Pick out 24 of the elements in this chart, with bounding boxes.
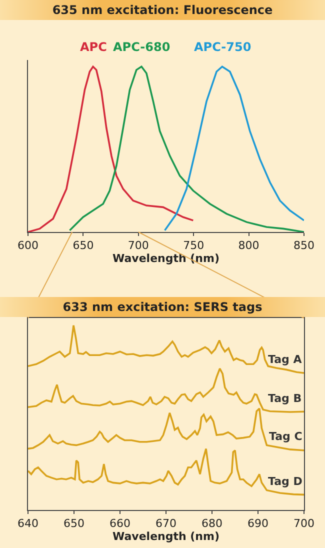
x-tick-label: 640 bbox=[18, 517, 38, 530]
chart-title: 635 nm excitation: Fluorescence bbox=[0, 0, 325, 20]
x-tick-label: 800 bbox=[238, 239, 260, 252]
series-label: APC bbox=[80, 40, 108, 54]
x-tick-label: 700 bbox=[294, 517, 314, 530]
x-axis-title: Wavelength (nm) bbox=[112, 530, 220, 544]
series-label: APC-750 bbox=[194, 40, 252, 54]
x-tick-label: 650 bbox=[64, 517, 84, 530]
x-tick-label: 850 bbox=[294, 239, 314, 252]
x-tick-label: 750 bbox=[183, 239, 204, 252]
series-label: Tag A bbox=[268, 353, 302, 366]
x-tick-label: 700 bbox=[128, 239, 149, 252]
series-label: Tag C bbox=[269, 430, 302, 443]
x-tick-label: 650 bbox=[72, 239, 94, 252]
x-tick-label: 670 bbox=[156, 517, 176, 530]
series-label: APC-680 bbox=[113, 40, 170, 54]
x-axis-title: Wavelength (nm) bbox=[112, 252, 220, 265]
series-label: Tag D bbox=[268, 475, 302, 488]
x-tick-label: 600 bbox=[18, 239, 38, 252]
x-tick-label: 690 bbox=[248, 517, 268, 530]
series-label: Tag B bbox=[268, 392, 302, 405]
x-tick-label: 680 bbox=[202, 517, 222, 530]
x-tick-label: 660 bbox=[110, 517, 130, 530]
chart-title: 633 nm excitation: SERS tags bbox=[0, 297, 325, 317]
